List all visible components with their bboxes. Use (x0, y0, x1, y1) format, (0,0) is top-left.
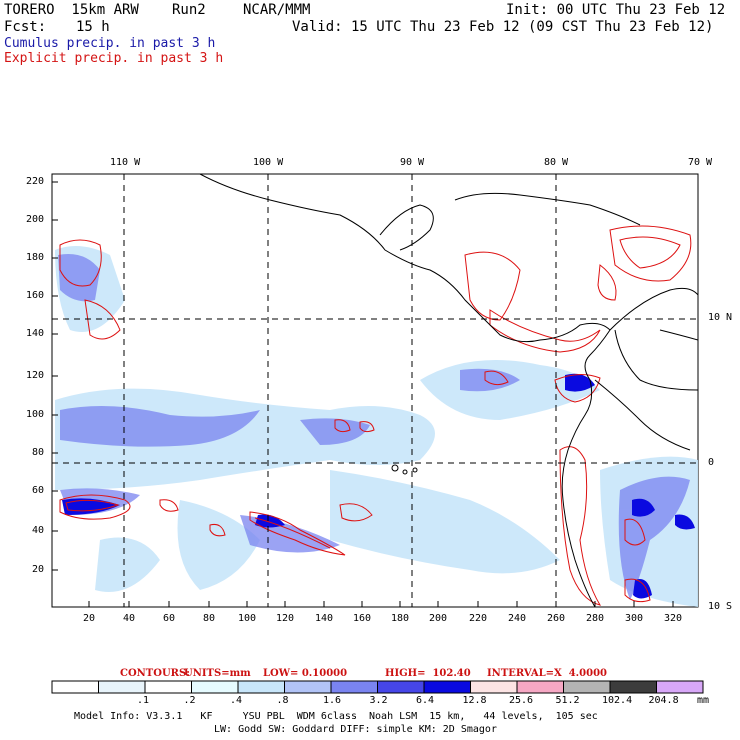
colorbar-swatch (144, 680, 192, 694)
bottom-tick-label: 120 (276, 613, 295, 624)
left-tick-label: 20 (32, 564, 45, 575)
bottom-tick-label: 300 (625, 613, 644, 624)
bottom-tick-label: 180 (391, 613, 410, 624)
left-tick-label: 120 (26, 370, 45, 381)
bottom-tick-label: 40 (123, 613, 136, 624)
bottom-tick-label: 220 (469, 613, 488, 624)
fcst-label: Fcst: (4, 19, 47, 35)
colorbar (51, 680, 704, 694)
colorbar-swatch (656, 680, 704, 694)
left-tick-label: 100 (26, 409, 45, 420)
bottom-tick-label: 160 (353, 613, 372, 624)
model-name: TORERO 15km ARW (4, 2, 139, 18)
bottom-tick-label: 140 (315, 613, 334, 624)
right-tick-label: 10 N (708, 312, 733, 323)
coastlines (199, 174, 698, 607)
top-tick-label: 110 W (110, 157, 141, 168)
colorbar-label: 204.8 (648, 695, 679, 706)
explicit-field-label: Explicit precip. in past 3 h (4, 51, 224, 66)
fcst-value: 15 h (76, 19, 110, 35)
colorbar-swatch (237, 680, 285, 694)
init-time: Init: 00 UTC Thu 23 Feb 12 (506, 2, 726, 18)
interval-label: INTERVAL=X 4.0000 (487, 668, 607, 679)
bottom-tick-label: 280 (586, 613, 605, 624)
low-label: LOW= 0.10000 (263, 668, 348, 679)
left-tick-label: 160 (26, 290, 45, 301)
colorbar-label: 102.4 (602, 695, 633, 706)
colorbar-swatch (470, 680, 518, 694)
top-tick-label: 90 W (400, 157, 425, 168)
bottom-tick-label: 20 (83, 613, 96, 624)
colorbar-swatch (98, 680, 146, 694)
right-tick-label: 0 (708, 457, 715, 468)
lat-lon-grid (52, 174, 698, 607)
bottom-tick-label: 260 (547, 613, 566, 624)
top-tick-label: 70 W (688, 157, 713, 168)
cumulus-precip-dark (62, 373, 695, 599)
colorbar-label: 25.6 (509, 695, 534, 706)
colorbar-label: 3.2 (369, 695, 388, 706)
left-tick-label: 40 (32, 525, 45, 536)
colorbar-label: 1.6 (323, 695, 342, 706)
colorbar-label: .8 (276, 695, 289, 706)
colorbar-swatch (516, 680, 564, 694)
colorbar-swatch (609, 680, 657, 694)
bottom-tick-label: 60 (163, 613, 176, 624)
left-tick-label: 220 (26, 176, 45, 187)
org-label: NCAR/MMM (243, 2, 311, 18)
bottom-tick-label: 240 (508, 613, 527, 624)
bottom-tick-label: 320 (664, 613, 683, 624)
colorbar-label: 6.4 (416, 695, 435, 706)
colorbar-label: 51.2 (555, 695, 580, 706)
colorbar-unit: mm (697, 695, 710, 706)
top-tick-label: 100 W (253, 157, 284, 168)
right-tick-label: 10 S (708, 601, 733, 612)
bottom-tick-label: 200 (429, 613, 448, 624)
top-tick-label: 80 W (544, 157, 569, 168)
colorbar-swatch (563, 680, 611, 694)
colorbar-label: 12.8 (462, 695, 487, 706)
colorbar-label: .1 (137, 695, 150, 706)
galapagos-islands (391, 464, 418, 475)
colorbar-swatch (330, 680, 378, 694)
contours-label: CONTOURS: (120, 668, 190, 679)
valid-time: Valid: 15 UTC Thu 23 Feb 12 (09 CST Thu … (292, 19, 714, 35)
left-tick-label: 80 (32, 447, 45, 458)
high-label: HIGH= 102.40 (385, 668, 471, 679)
colorbar-label: .2 (183, 695, 196, 706)
left-tick-label: 140 (26, 328, 45, 339)
cumulus-field-label: Cumulus precip. in past 3 h (4, 36, 216, 51)
model-info: Model Info: V3.3.1 KF YSU PBL WDM 6class… (74, 711, 598, 722)
colorbar-swatch (423, 680, 471, 694)
physics-info: LW: Godd SW: Goddard DIFF: simple KM: 2D… (214, 724, 497, 735)
left-tick-label: 60 (32, 485, 45, 496)
colorbar-swatch (191, 680, 239, 694)
units-label: UNITS=mm (184, 668, 251, 679)
colorbar-swatch (377, 680, 425, 694)
explicit-precip-contours (59, 225, 692, 606)
colorbar-swatch (284, 680, 332, 694)
run-label: Run2 (172, 2, 206, 18)
bottom-tick-label: 100 (238, 613, 257, 624)
colorbar-swatch (51, 680, 99, 694)
left-tick-label: 200 (26, 214, 45, 225)
left-tick-label: 180 (26, 252, 45, 263)
colorbar-label: .4 (230, 695, 243, 706)
axis-ticks (52, 181, 674, 607)
bottom-tick-label: 80 (203, 613, 216, 624)
